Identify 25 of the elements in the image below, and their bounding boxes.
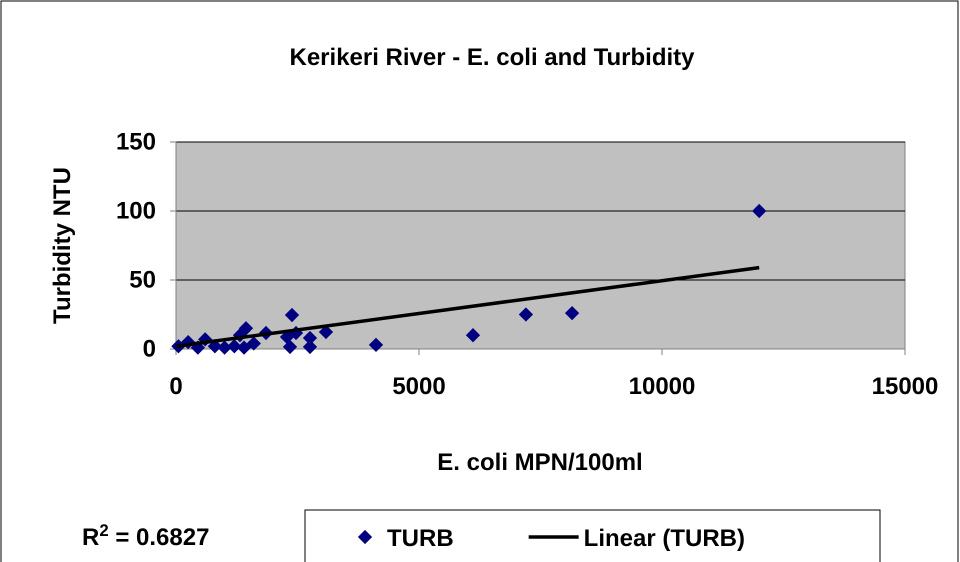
text: R$^{2}$ = 0.6827: [82, 520, 210, 551]
legend-label: Linear (TURB): [584, 525, 745, 552]
point: [466, 328, 480, 342]
y-tick-label: 100: [116, 198, 156, 225]
point: [368, 338, 384, 352]
x-axis-title: E. coli MPN/100ml: [437, 449, 643, 476]
point: [246, 336, 261, 351]
y-axis-title: Turbidity NTU: [49, 167, 76, 324]
point: [227, 339, 242, 354]
x-tick-label: 5000: [392, 373, 446, 400]
y-tick-label: 150: [116, 128, 156, 156]
point: [284, 308, 300, 322]
point: [752, 204, 766, 218]
point: [518, 307, 534, 322]
x-tick-label: 10000: [628, 373, 696, 400]
point: [238, 321, 254, 336]
y-tick-label: 0: [142, 336, 156, 363]
legend-label: TURB: [387, 525, 454, 552]
point: [282, 340, 298, 354]
y-tick-label: 50: [129, 266, 156, 294]
chart-title: Kerikeri River - E. coli and Turbidity: [290, 44, 696, 71]
point: [236, 340, 252, 355]
x-tick-label: 15000: [872, 373, 938, 400]
point: [564, 306, 580, 320]
x-tick-label: 0: [169, 373, 183, 400]
